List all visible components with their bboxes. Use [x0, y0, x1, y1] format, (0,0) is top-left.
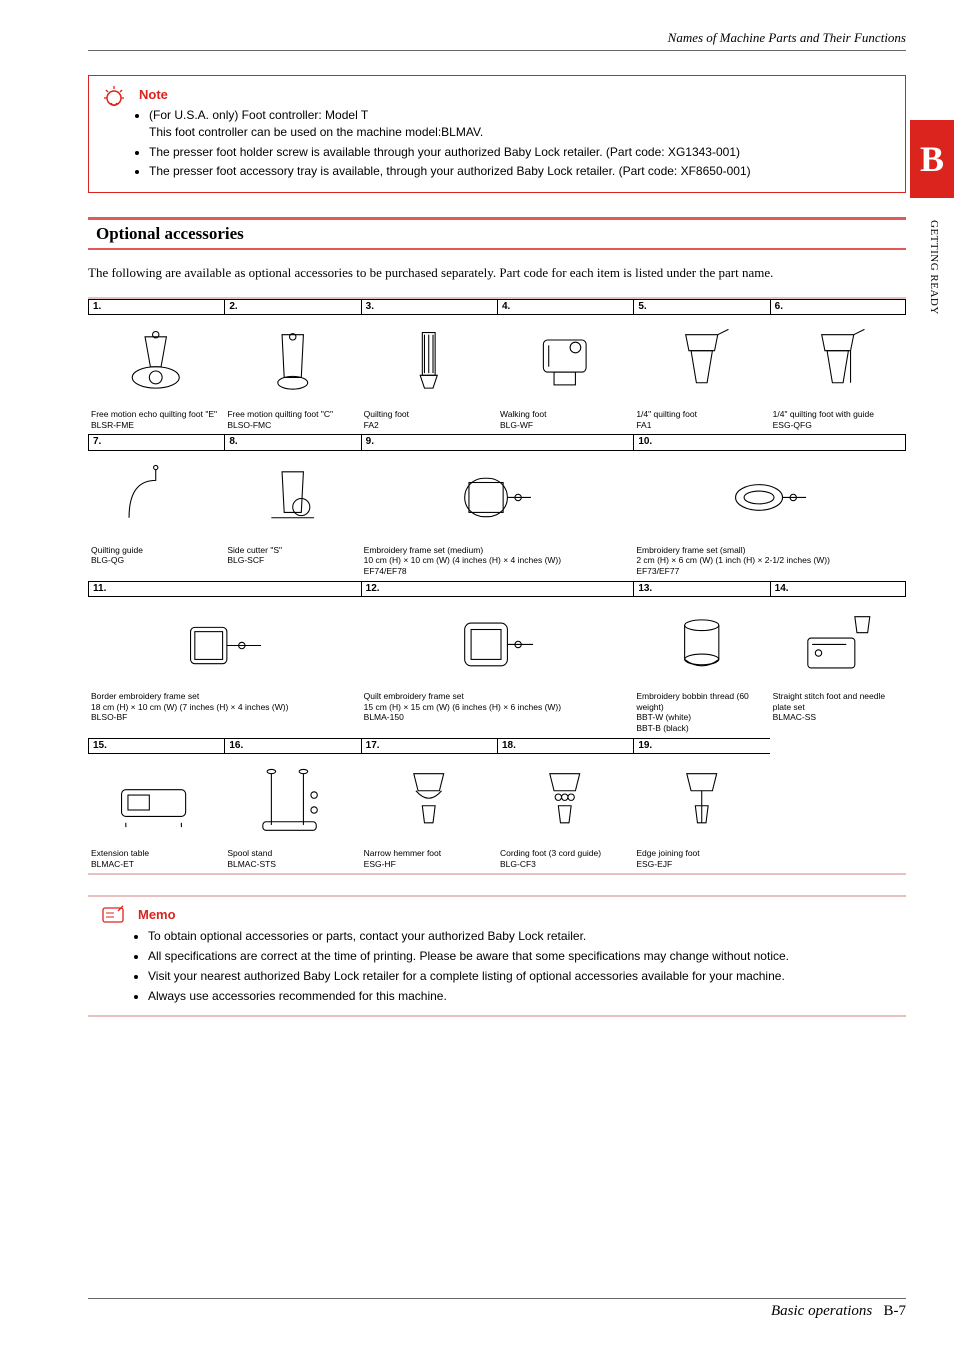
accessory-illustration — [361, 754, 497, 846]
accessory-illustration — [361, 315, 497, 407]
accessory-illustration — [770, 315, 906, 407]
accessories-grid: 1.2.3.4.5.6. Free motion echo quilting fo… — [88, 297, 906, 876]
accessory-illustration — [224, 315, 360, 407]
accessory-illustration — [88, 597, 361, 689]
page-content: B GETTING READY Names of Machine Parts a… — [0, 0, 954, 1047]
accessory-number: 5. — [633, 299, 769, 316]
accessory-illustration — [88, 315, 224, 407]
accessory-label: Spool standBLMAC-STS — [224, 846, 360, 873]
accessory-illustration — [497, 754, 633, 846]
footer-page-number: B-7 — [884, 1303, 907, 1319]
accessory-number: 17. — [361, 738, 497, 755]
accessory-number: 3. — [361, 299, 497, 316]
side-tab-label: GETTING READY — [928, 220, 940, 315]
accessory-label: 1/4" quilting foot with guideESG-QFG — [770, 407, 906, 434]
page-header: Names of Machine Parts and Their Functio… — [88, 30, 906, 51]
accessory-label: Quilt embroidery frame set15 cm (H) × 15… — [361, 689, 634, 738]
accessory-number: 7. — [88, 434, 224, 451]
accessory-label: Border embroidery frame set18 cm (H) × 1… — [88, 689, 361, 738]
note-list: (For U.S.A. only) Foot controller: Model… — [139, 107, 889, 181]
accessory-number: 1. — [88, 299, 224, 316]
note-item: (For U.S.A. only) Foot controller: Model… — [149, 107, 889, 142]
accessory-number: 13. — [633, 581, 769, 598]
page-footer: Basic operations B-7 — [88, 1298, 906, 1320]
accessory-illustration — [361, 597, 634, 689]
accessory-number — [770, 738, 906, 755]
section-intro: The following are available as optional … — [88, 264, 906, 282]
footer-text: Basic operations — [771, 1303, 872, 1319]
memo-item: Visit your nearest authorized Baby Lock … — [148, 967, 890, 985]
accessory-label: Cording foot (3 cord guide)BLG-CF3 — [497, 846, 633, 873]
accessory-number: 6. — [770, 299, 906, 316]
accessory-label: Straight stitch foot and needle plate se… — [770, 689, 906, 738]
memo-title: Memo — [138, 905, 890, 925]
accessory-illustration — [633, 597, 769, 689]
note-box: Note (For U.S.A. only) Foot controller: … — [88, 75, 906, 193]
accessory-number: 11. — [88, 581, 361, 598]
accessory-illustration — [770, 597, 906, 689]
note-item: The presser foot holder screw is availab… — [149, 144, 889, 161]
accessory-label: 1/4" quilting footFA1 — [633, 407, 769, 434]
accessory-number: 10. — [633, 434, 906, 451]
accessory-number: 14. — [770, 581, 906, 598]
accessory-number: 2. — [224, 299, 360, 316]
section-title: Optional accessories — [96, 224, 898, 244]
memo-item: All specifications are correct at the ti… — [148, 947, 890, 965]
accessory-illustration — [224, 451, 360, 543]
accessory-label: Embroidery frame set (medium)10 cm (H) ×… — [361, 543, 634, 581]
accessory-label: Walking footBLG-WF — [497, 407, 633, 434]
accessory-number: 16. — [224, 738, 360, 755]
accessory-number: 18. — [497, 738, 633, 755]
accessory-label: Side cutter "S"BLG-SCF — [224, 543, 360, 581]
note-lightbulb-icon — [101, 84, 127, 110]
accessory-illustration — [497, 315, 633, 407]
accessory-illustration — [633, 315, 769, 407]
accessory-number: 12. — [361, 581, 634, 598]
memo-box: Memo To obtain optional accessories or p… — [88, 895, 906, 1017]
section-title-bar: Optional accessories — [88, 217, 906, 250]
accessory-label: Free motion quilting foot "C"BLSO-FMC — [224, 407, 360, 434]
side-tab: B — [910, 120, 954, 198]
accessory-number: 8. — [224, 434, 360, 451]
memo-list: To obtain optional accessories or parts,… — [138, 927, 890, 1005]
accessory-label: Free motion echo quilting foot "E"BLSR-F… — [88, 407, 224, 434]
accessory-number: 4. — [497, 299, 633, 316]
header-text: Names of Machine Parts and Their Functio… — [668, 30, 906, 46]
accessory-illustration — [633, 754, 769, 846]
accessory-label: Quilting footFA2 — [361, 407, 497, 434]
note-item: The presser foot accessory tray is avail… — [149, 163, 889, 180]
accessory-number: 9. — [361, 434, 634, 451]
accessory-number: 15. — [88, 738, 224, 755]
accessory-label: Edge joining footESG-EJF — [633, 846, 769, 873]
accessory-label: Embroidery frame set (small)2 cm (H) × 6… — [633, 543, 906, 581]
accessory-illustration — [770, 754, 906, 846]
memo-item: Always use accessories recommended for t… — [148, 987, 890, 1005]
memo-item: To obtain optional accessories or parts,… — [148, 927, 890, 945]
accessory-label: Embroidery bobbin thread (60 weight)BBT-… — [633, 689, 769, 738]
accessory-label: Narrow hemmer footESG-HF — [361, 846, 497, 873]
accessory-illustration — [361, 451, 634, 543]
accessory-illustration — [88, 754, 224, 846]
accessory-number: 19. — [633, 738, 769, 755]
accessory-label: Extension tableBLMAC-ET — [88, 846, 224, 873]
accessory-label — [770, 846, 906, 873]
accessory-illustration — [633, 451, 906, 543]
accessory-illustration — [224, 754, 360, 846]
note-title: Note — [139, 86, 889, 105]
memo-note-icon — [100, 905, 126, 925]
accessory-label: Quilting guideBLG-QG — [88, 543, 224, 581]
accessory-illustration — [88, 451, 224, 543]
